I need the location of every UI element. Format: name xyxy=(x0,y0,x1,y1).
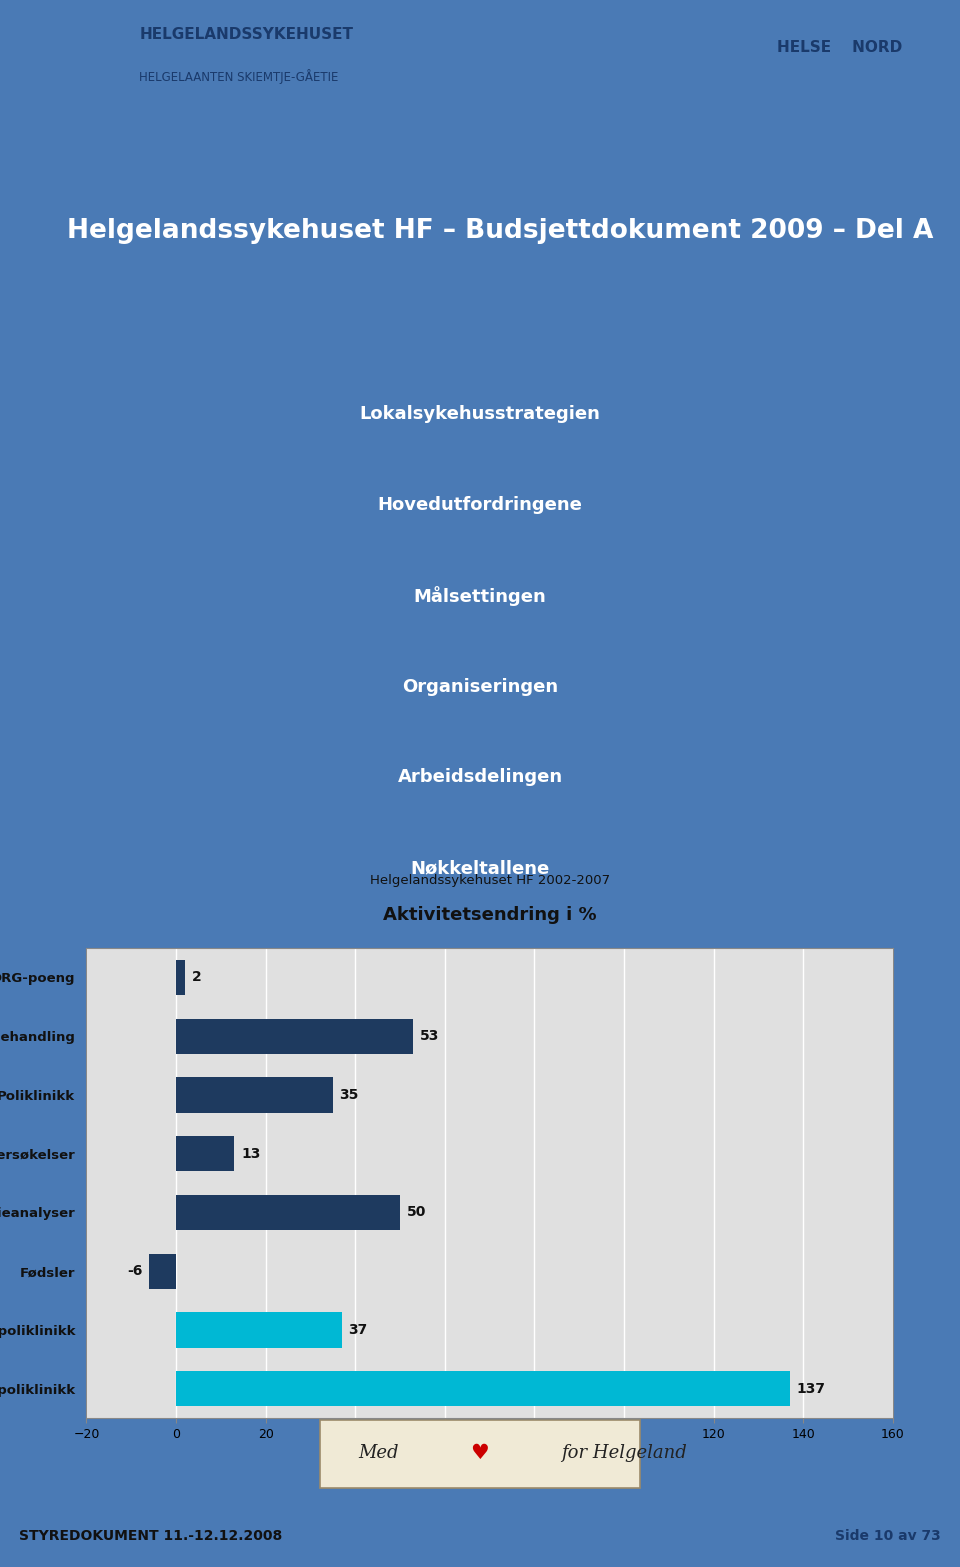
Text: Organiseringen: Organiseringen xyxy=(402,677,558,696)
Text: Hovedutfordringene: Hovedutfordringene xyxy=(377,495,583,514)
Text: Side 10 av 73: Side 10 av 73 xyxy=(835,1529,941,1542)
Bar xyxy=(176,1019,414,1053)
Text: ♥: ♥ xyxy=(470,1443,490,1462)
Bar xyxy=(176,1313,342,1348)
Text: Med: Med xyxy=(358,1443,398,1462)
Bar xyxy=(176,959,185,995)
Bar xyxy=(176,1194,400,1230)
Text: -6: -6 xyxy=(127,1265,142,1279)
Bar xyxy=(149,1254,176,1288)
Text: 37: 37 xyxy=(348,1323,368,1337)
Text: 137: 137 xyxy=(797,1382,826,1396)
Text: 53: 53 xyxy=(420,1030,440,1044)
Title: Aktivitetsendring i %: Aktivitetsendring i % xyxy=(383,906,596,925)
Text: HELGELAANTEN SKIEMTJE-GÅETIE: HELGELAANTEN SKIEMTJE-GÅETIE xyxy=(139,69,339,85)
Text: Nøkkeltallene: Nøkkeltallene xyxy=(410,859,550,878)
Text: 35: 35 xyxy=(340,1087,359,1102)
Text: Lokalsykehusstrategien: Lokalsykehusstrategien xyxy=(360,404,600,423)
Text: 50: 50 xyxy=(407,1205,426,1219)
FancyBboxPatch shape xyxy=(320,1420,640,1489)
Text: 2: 2 xyxy=(192,970,202,984)
Bar xyxy=(176,1136,234,1172)
Text: Målsettingen: Målsettingen xyxy=(414,586,546,606)
Text: for Helgeland: for Helgeland xyxy=(562,1443,687,1462)
Bar xyxy=(176,1078,333,1113)
Text: HELSE    NORD: HELSE NORD xyxy=(778,41,902,55)
Text: 13: 13 xyxy=(241,1147,260,1161)
Text: Helgelandssykehuset HF – Budsjettdokument 2009 – Del A: Helgelandssykehuset HF – Budsjettdokumen… xyxy=(67,218,933,244)
Text: HELGELANDSSYKEHUSET: HELGELANDSSYKEHUSET xyxy=(139,27,353,42)
Text: STYREDOKUMENT 11.-12.12.2008: STYREDOKUMENT 11.-12.12.2008 xyxy=(19,1529,282,1542)
Text: Budsjettprosessen: Budsjettprosessen xyxy=(386,950,574,968)
Text: Arbeidsdelingen: Arbeidsdelingen xyxy=(397,768,563,787)
Bar xyxy=(176,1371,790,1407)
Text: Helgelandssykehuset HF 2002-2007: Helgelandssykehuset HF 2002-2007 xyxy=(370,874,610,887)
